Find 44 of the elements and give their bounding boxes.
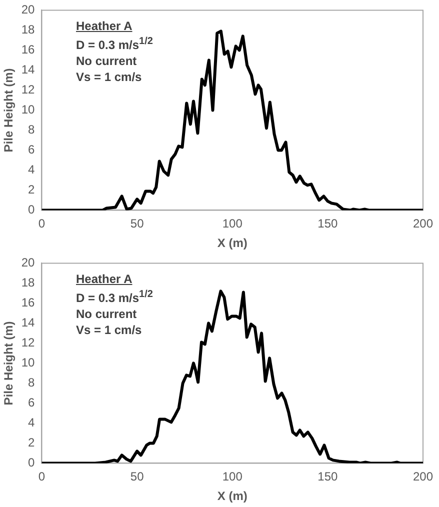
annotation: Heather A	[76, 18, 134, 34]
y-tick-label: 18	[21, 276, 36, 290]
x-axis-title: X (m)	[217, 236, 248, 250]
y-tick-label: 8	[28, 376, 36, 390]
y-tick-label: 16	[21, 296, 36, 310]
y-tick-label: 20	[21, 256, 36, 270]
y-axis-title: Pile Height (m)	[2, 321, 16, 406]
x-tick-label: 150	[318, 470, 338, 484]
y-tick-label: 6	[28, 142, 36, 157]
y-tick-label: 10	[21, 356, 36, 370]
y-tick-label: 12	[21, 82, 36, 97]
y-tick-label: 12	[21, 336, 36, 350]
x-tick-label: 50	[130, 470, 144, 484]
annotation: No current	[76, 306, 138, 322]
x-tick-label: 200	[412, 470, 434, 484]
x-tick-label: 100	[222, 470, 243, 484]
x-tick-label: 0	[38, 216, 46, 231]
y-tick-label: 16	[21, 42, 36, 57]
annotation: Heather A	[76, 271, 134, 287]
y-tick-label: 4	[28, 162, 36, 177]
x-axis-title: X (m)	[217, 489, 248, 504]
y-tick-label: 0	[28, 456, 36, 470]
y-tick-label: 14	[21, 62, 36, 77]
annotation: D = 0.3 m/s$^{1/2}$	[76, 35, 153, 53]
y-tick-label: 2	[28, 436, 36, 450]
y-tick-label: 8	[28, 122, 36, 137]
y-axis-title: Pile Height (m)	[2, 68, 16, 152]
x-tick-label: 50	[130, 216, 144, 231]
x-tick-label: 0	[38, 470, 46, 484]
annotation: Vs = 1 cm/s	[76, 69, 143, 85]
y-tick-label: 14	[21, 316, 36, 330]
y-tick-label: 4	[28, 416, 36, 430]
annotation: Vs = 1 cm/s	[76, 322, 143, 338]
annotation: D = 0.3 m/s$^{1/2}$	[76, 288, 153, 306]
x-tick-label: 100	[222, 216, 243, 231]
y-tick-label: 20	[21, 2, 36, 17]
x-tick-label: 200	[412, 216, 434, 231]
y-tick-label: 10	[21, 102, 36, 117]
y-tick-label: 18	[21, 22, 36, 37]
y-tick-label: 6	[28, 396, 36, 410]
y-tick-label: 2	[28, 182, 36, 197]
x-tick-label: 150	[318, 216, 338, 231]
y-tick-label: 0	[28, 202, 36, 217]
annotation: No current	[76, 53, 138, 69]
